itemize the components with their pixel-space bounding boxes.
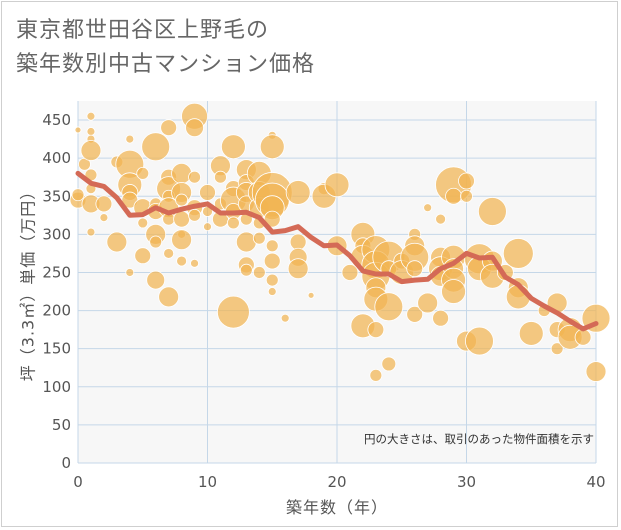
bubble-point	[374, 292, 404, 322]
bubble-point	[226, 216, 240, 230]
bubble-point	[307, 291, 315, 299]
bubble-point	[381, 356, 397, 372]
bubble-point	[341, 264, 359, 281]
bubble-point	[185, 118, 204, 138]
bubble-point	[160, 119, 178, 137]
bubble-point	[176, 255, 188, 267]
size-annotation: 円の大きさは、取引のあった物件面積を示す	[364, 432, 594, 446]
y-tick-label: 250	[42, 263, 71, 281]
bubble-point	[220, 134, 246, 160]
bubble-point	[289, 233, 307, 251]
y-tick-label: 0	[61, 454, 71, 472]
bubble-point	[432, 309, 450, 327]
chart-title: 東京都世田谷区上野毛の 築年数別中古マンション価格	[16, 14, 315, 82]
bubble-point	[502, 238, 534, 269]
bubble-point	[280, 313, 290, 323]
bubble-point	[136, 166, 150, 180]
x-axis-ticks: 0 10 20 30 40	[73, 473, 605, 491]
bubble-point	[175, 193, 189, 207]
bubble-point	[137, 217, 149, 229]
bubble-point	[134, 247, 152, 265]
chart-title-line-1: 東京都世田谷区上野毛の	[16, 18, 270, 43]
x-tick-label: 0	[73, 473, 83, 491]
bubble-point	[86, 127, 96, 136]
bubble-point	[99, 213, 109, 223]
bubble-point	[267, 287, 277, 296]
x-tick-label: 40	[586, 473, 605, 491]
y-tick-label: 450	[42, 111, 71, 129]
bubble-point	[252, 231, 266, 245]
bubble-point	[216, 295, 250, 329]
bubble-point	[158, 286, 180, 308]
bubble-point	[445, 187, 462, 205]
bubble-point	[417, 292, 439, 314]
bubble-point	[239, 263, 253, 277]
bubble-point	[80, 140, 102, 161]
bubble-point	[149, 235, 163, 249]
y-axis-ticks: 0 50 100 150 200 250 300 350 400 450	[42, 111, 71, 472]
bubble-point	[460, 189, 473, 203]
y-tick-label: 200	[42, 302, 71, 320]
bubble-point	[188, 208, 201, 222]
bubble-point	[285, 180, 311, 205]
y-tick-label: 400	[42, 149, 71, 167]
bubble-point	[477, 197, 507, 226]
bubble-point	[171, 162, 193, 184]
bubble-point	[86, 227, 96, 237]
bubble-point	[263, 252, 281, 270]
y-tick-label: 100	[42, 378, 71, 396]
bubble-point	[190, 258, 199, 268]
x-tick-label: 20	[327, 473, 346, 491]
bubble-point	[265, 273, 279, 287]
bubble-point	[146, 270, 166, 290]
bubble-point	[287, 258, 309, 280]
bubble-point	[203, 222, 212, 232]
y-tick-label: 300	[42, 225, 71, 243]
bubble-point	[235, 231, 257, 253]
bubble-point	[173, 210, 191, 228]
x-axis-title: 築年数（年）	[286, 498, 388, 517]
bubble-point	[265, 239, 279, 253]
x-tick-label: 10	[198, 473, 217, 491]
chart-title-line-2: 築年数別中古マンション価格	[16, 52, 316, 77]
bubble-point	[435, 213, 447, 225]
bubble-point	[188, 170, 201, 184]
bubble-point	[263, 210, 281, 228]
y-axis-title: 坪（3.3㎡）単価（万円）	[19, 183, 38, 381]
bubble-point	[574, 328, 592, 346]
gridlines	[77, 101, 597, 464]
bubble-point	[423, 203, 433, 213]
y-tick-label: 50	[52, 416, 71, 434]
bubble-point	[465, 326, 494, 356]
bubble-point	[324, 172, 350, 198]
bubble-point	[86, 111, 96, 121]
bubble-point	[171, 229, 193, 251]
bubble-point	[458, 172, 475, 190]
bubble-point	[214, 170, 227, 184]
x-tick-label: 30	[457, 473, 476, 491]
bubble-point	[163, 248, 175, 259]
bubble-point	[141, 132, 171, 162]
bubble-point	[441, 279, 466, 304]
bubble-point	[259, 134, 285, 160]
bubble-point	[199, 184, 216, 201]
average-price-line	[75, 170, 599, 332]
bubble-point	[71, 188, 85, 202]
bubble-point	[406, 305, 424, 323]
bubble-point	[367, 321, 385, 339]
bubble-point	[585, 361, 607, 382]
bubble-point	[518, 321, 544, 346]
y-tick-label: 150	[42, 340, 71, 358]
bubble-point	[106, 231, 128, 253]
bubble-point	[125, 134, 135, 144]
bubble-point	[95, 195, 113, 213]
bubble-point	[125, 268, 135, 277]
bubble-point	[74, 126, 82, 134]
bubble-point	[252, 266, 266, 279]
bubble-point	[550, 342, 564, 356]
bubble-point	[406, 260, 424, 278]
bubble-point	[369, 368, 383, 382]
y-tick-label: 350	[42, 187, 71, 205]
